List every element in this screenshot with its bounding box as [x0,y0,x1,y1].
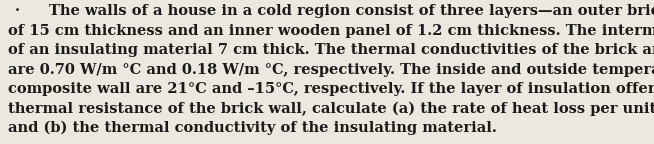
Text: The walls of a house in a cold region consist of three layers—an outer brickwork: The walls of a house in a cold region co… [8,4,654,18]
Text: and (b) the thermal conductivity of the insulating material.: and (b) the thermal conductivity of the … [8,121,497,135]
Text: of 15 cm thickness and an inner wooden panel of 1.2 cm thickness. The intermedia: of 15 cm thickness and an inner wooden p… [8,24,654,38]
Text: ·: · [14,4,20,18]
Text: composite wall are 21°C and –15°C, respectively. If the layer of insulation offe: composite wall are 21°C and –15°C, respe… [8,82,654,96]
Text: thermal resistance of the brick wall, calculate (a) the rate of heat loss per un: thermal resistance of the brick wall, ca… [8,102,654,116]
Text: of an insulating material 7 cm thick. The thermal conductivities of the brick an: of an insulating material 7 cm thick. Th… [8,43,654,57]
Text: are 0.70 W/m °C and 0.18 W/m °C, respectively. The inside and outside temperatur: are 0.70 W/m °C and 0.18 W/m °C, respect… [8,63,654,77]
